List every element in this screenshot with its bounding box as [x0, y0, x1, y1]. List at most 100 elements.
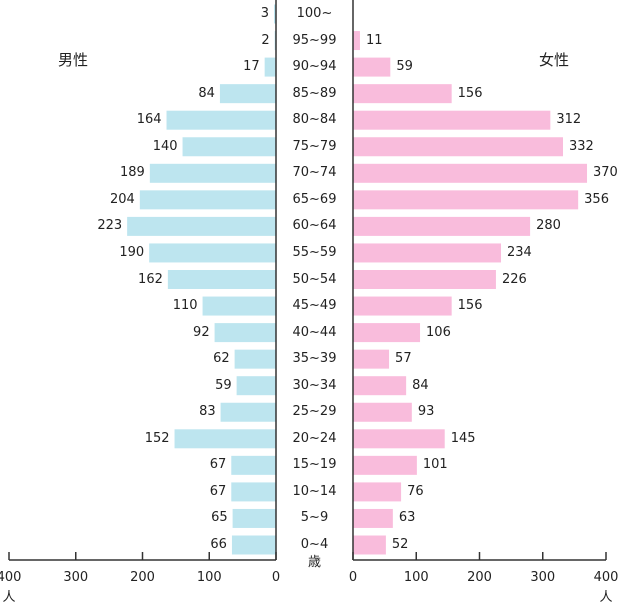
- male-bar: [202, 296, 276, 316]
- male-bar: [167, 270, 276, 289]
- male-bar: [264, 57, 276, 77]
- female-value-label: 226: [501, 271, 527, 287]
- male-tick-label: 0: [271, 570, 281, 585]
- male-value-label: 67: [209, 483, 227, 499]
- female-value-label: 156: [457, 85, 483, 101]
- male-value-label: 59: [215, 377, 232, 393]
- female-bar: [353, 429, 445, 449]
- female-value-label: 106: [426, 324, 451, 340]
- male-bar: [236, 376, 276, 396]
- male-bar: [273, 4, 276, 24]
- female-bar: [353, 270, 496, 289]
- male-tick-label: 200: [130, 570, 155, 585]
- male-bar: [231, 535, 276, 555]
- age-group-label: 75~79: [292, 138, 337, 154]
- female-value-label: 76: [407, 483, 424, 499]
- age-group-label: 35~39: [292, 351, 337, 367]
- male-tick-label: 100: [196, 570, 222, 585]
- male-bar: [231, 455, 276, 475]
- male-bar: [149, 163, 276, 183]
- male-value-label: 2: [261, 32, 270, 48]
- female-value-label: 156: [457, 298, 483, 314]
- male-label: 男性: [58, 51, 89, 69]
- male-value-label: 189: [120, 165, 145, 181]
- female-value-label: 356: [584, 191, 609, 207]
- age-group-label: 50~54: [292, 271, 337, 287]
- male-bar: [166, 110, 276, 130]
- male-bar: [232, 508, 276, 528]
- age-group-label: 80~84: [292, 112, 337, 128]
- male-bar: [149, 243, 276, 263]
- age-group-label: 85~89: [292, 85, 337, 101]
- female-bar: [353, 137, 563, 157]
- female-tick-label: 100: [403, 570, 429, 585]
- right-unit-label: 人: [599, 590, 613, 605]
- left-unit-label: 人: [2, 590, 16, 605]
- female-value-label: 93: [417, 404, 435, 420]
- female-tick-label: 200: [467, 570, 492, 585]
- male-value-label: 62: [213, 351, 230, 367]
- female-value-label: 11: [365, 32, 383, 48]
- female-bar: [353, 216, 531, 236]
- female-bar: [353, 508, 393, 528]
- age-group-label: 25~29: [292, 404, 337, 420]
- male-tick-label: 300: [63, 570, 89, 585]
- age-group-label: 5~9: [300, 510, 329, 526]
- female-value-label: 370: [593, 165, 618, 181]
- male-value-label: 67: [209, 457, 227, 473]
- age-group-label: 90~94: [292, 59, 337, 75]
- male-value-label: 17: [243, 59, 260, 75]
- female-bar: [353, 323, 421, 343]
- male-bar: [127, 216, 277, 236]
- female-bar: [353, 455, 417, 475]
- age-group-label: 60~64: [292, 218, 337, 234]
- female-bar: [353, 190, 579, 210]
- age-group-label: 70~74: [292, 165, 337, 181]
- female-value-label: 57: [395, 351, 412, 367]
- female-value-label: 84: [412, 377, 429, 393]
- male-value-label: 164: [136, 112, 162, 128]
- female-tick-label: 300: [530, 570, 556, 585]
- female-value-label: 59: [396, 59, 413, 75]
- male-bar: [214, 323, 276, 343]
- age-group-label: 95~99: [292, 32, 337, 48]
- male-bar: [234, 349, 276, 369]
- female-bar: [353, 376, 407, 396]
- female-bar: [353, 84, 452, 104]
- male-value-label: 83: [199, 404, 216, 420]
- male-value-label: 110: [172, 298, 198, 314]
- male-value-label: 140: [152, 138, 178, 154]
- female-value-label: 280: [536, 218, 561, 234]
- male-value-label: 84: [198, 85, 215, 101]
- male-value-label: 190: [119, 244, 145, 260]
- male-value-label: 92: [193, 324, 210, 340]
- male-bar: [231, 482, 276, 502]
- female-bar: [353, 110, 551, 130]
- female-bar: [353, 296, 452, 316]
- male-bar: [174, 429, 276, 449]
- female-bar: [353, 57, 391, 77]
- age-group-label: 30~34: [292, 377, 337, 393]
- male-value-label: 204: [110, 191, 135, 207]
- age-group-label: 15~19: [292, 457, 337, 473]
- female-value-label: 63: [398, 510, 416, 526]
- female-value-label: 312: [556, 112, 582, 128]
- male-value-label: 223: [97, 218, 123, 234]
- female-bar: [353, 163, 588, 183]
- female-value-label: 101: [422, 457, 448, 473]
- female-bar: [353, 243, 502, 263]
- female-tick-label: 0: [348, 570, 358, 585]
- female-label: 女性: [539, 51, 570, 69]
- male-value-label: 162: [138, 271, 163, 287]
- age-group-label: 55~59: [292, 244, 337, 260]
- age-group-label: 20~24: [292, 430, 337, 446]
- male-value-label: 152: [144, 430, 170, 446]
- female-tick-label: 400: [593, 570, 619, 585]
- female-bar: [353, 31, 360, 51]
- age-group-label: 10~14: [292, 483, 337, 499]
- male-tick-label: 400: [0, 570, 22, 585]
- female-bar: [353, 482, 402, 502]
- female-bar: [353, 349, 390, 369]
